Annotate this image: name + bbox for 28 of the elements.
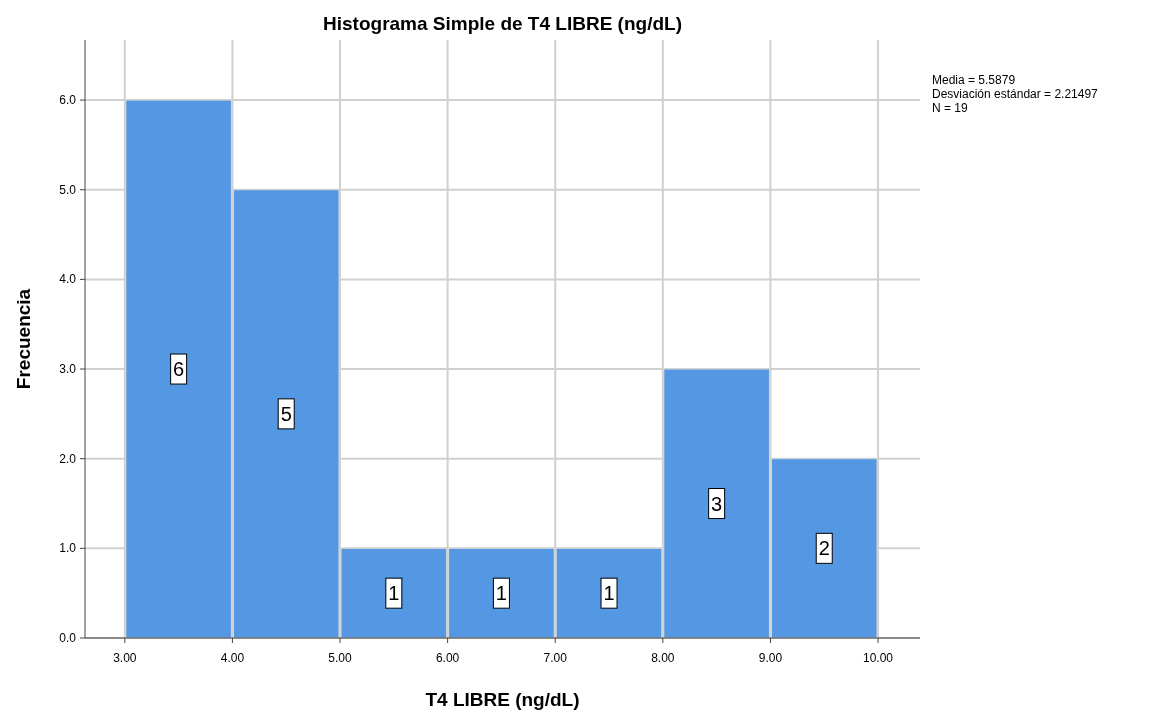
y-tick-label: 3.0 bbox=[59, 362, 77, 377]
data-label: 2 bbox=[818, 537, 830, 560]
x-tick-label: 6.00 bbox=[435, 651, 460, 665]
x-tick-label: 8.00 bbox=[651, 651, 675, 665]
x-tick-label: 9.00 bbox=[758, 651, 783, 665]
data-label: 6 bbox=[173, 358, 185, 381]
y-tick-label: 2.0 bbox=[59, 451, 77, 466]
data-label: 1 bbox=[495, 582, 507, 605]
data-label: 1 bbox=[388, 582, 400, 605]
data-label: 1 bbox=[603, 582, 615, 605]
y-tick-label: 4.0 bbox=[59, 272, 77, 287]
text: Desviación estándar = 2.21497 bbox=[932, 87, 1099, 101]
y-tick-label: 6.0 bbox=[59, 93, 77, 108]
y-tick-label: 5.0 bbox=[59, 182, 77, 197]
x-tick-label: 10.00 bbox=[863, 651, 894, 665]
x-tick-label: 5.00 bbox=[328, 651, 353, 665]
chart-title: Histograma Simple de T4 LIBRE (ng/dL) bbox=[323, 13, 682, 34]
y-axis-title: Frecuencia bbox=[13, 288, 34, 390]
y-tick-label: 1.0 bbox=[59, 541, 77, 556]
x-tick-label: 3.00 bbox=[113, 651, 137, 665]
x-axis-title: T4 LIBRE (ng/dL) bbox=[425, 689, 580, 710]
text: Media = 5.5879 bbox=[932, 73, 1016, 87]
data-label: 5 bbox=[280, 402, 292, 425]
y-tick-label: 0.0 bbox=[59, 631, 77, 645]
text: N = 19 bbox=[932, 101, 969, 115]
x-tick-label: 4.00 bbox=[220, 651, 245, 665]
x-tick-label: 7.00 bbox=[543, 651, 568, 665]
data-label: 3 bbox=[711, 492, 723, 515]
